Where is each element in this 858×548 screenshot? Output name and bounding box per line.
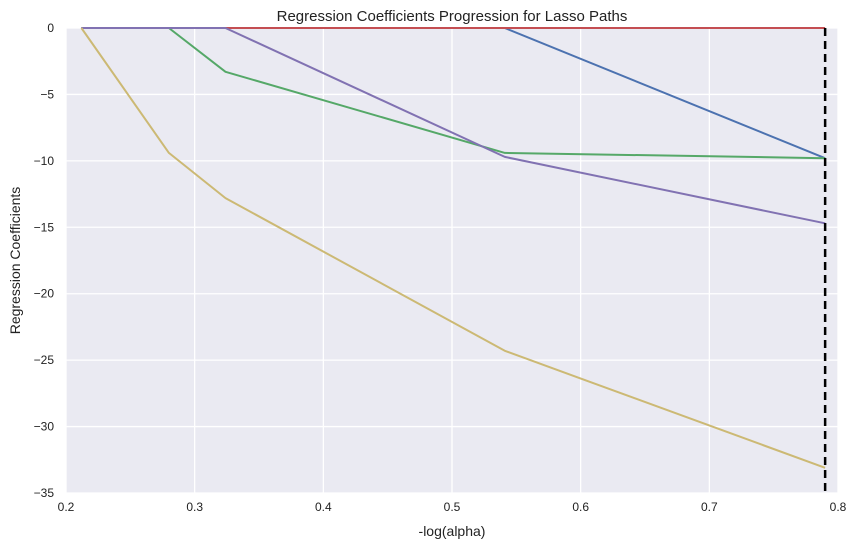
x-tick-label: 0.3 (186, 500, 203, 514)
y-tick-label: −20 (34, 287, 55, 301)
y-tick-labels: 0 −5 −10 −15 −20 −25 −30 −35 (34, 21, 55, 500)
x-tick-label: 0.7 (701, 500, 718, 514)
x-tick-label: 0.2 (58, 500, 75, 514)
x-tick-label: 0.6 (572, 500, 589, 514)
series-line-coef-4 (81, 27, 826, 225)
y-axis-label: Regression Coefficients (7, 187, 23, 335)
y-tick-label: 0 (47, 21, 54, 35)
y-tick-label: −25 (34, 353, 55, 367)
x-tick-label: 0.4 (315, 500, 332, 514)
y-tick-label: −10 (34, 154, 55, 168)
chart-title: Regression Coefficients Progression for … (277, 8, 628, 25)
series-lines (80, 27, 826, 469)
y-tick-label: −15 (34, 220, 55, 234)
x-tick-label: 0.5 (444, 500, 461, 514)
x-tick-label: 0.8 (830, 500, 847, 514)
x-axis-label: -log(alpha) (419, 523, 486, 539)
y-tick-label: −5 (40, 87, 54, 101)
y-tick-label: −35 (34, 486, 55, 500)
x-tick-labels: 0.2 0.3 0.4 0.5 0.6 0.7 0.8 (58, 500, 847, 514)
y-tick-label: −30 (34, 420, 55, 434)
series-line-coef-5 (80, 27, 826, 469)
